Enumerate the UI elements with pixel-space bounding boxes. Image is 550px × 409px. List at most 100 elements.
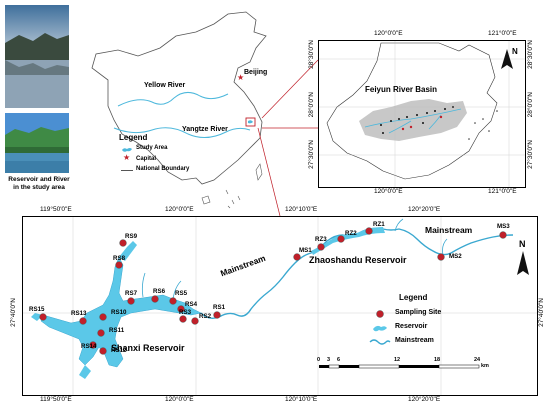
shanxi-label: Shanxi Reservoir (111, 343, 185, 353)
main-x-tick-3: 120°10'0"E (285, 206, 318, 213)
china-outline (91, 11, 267, 185)
basin-rivers (364, 108, 462, 134)
site-dot-rs2 (191, 317, 199, 325)
legend-reservoir: Reservoir (395, 323, 428, 330)
site-label-rs15: RS15 (29, 306, 45, 313)
basin-y-tick-3-right: 27°30'0"N (527, 140, 534, 169)
basin-y-tick-3: 27°30'0"N (308, 140, 315, 169)
main-map-frame: Shanxi Reservoir Zhaoshandu Reservoir Ma… (22, 216, 538, 396)
boundary-line-icon (121, 170, 133, 171)
site-label-ms2: MS2 (449, 253, 462, 260)
site-label-rz3: RZ3 (315, 236, 327, 243)
site-label-rs8: RS8 (113, 255, 126, 262)
main-x-tick-4: 120°20'0"E (408, 206, 441, 213)
yangtze-river (113, 127, 251, 138)
zhaoshandu-label: Zhaoshandu Reservoir (309, 255, 407, 265)
main-x-tick-3-bottom: 120°10'0"E (285, 396, 318, 403)
basin-y-tick-1: 28°30'0"N (308, 40, 315, 69)
photo-caption: Reservoir and River in the study area (0, 176, 78, 192)
site-dot-rs8 (115, 261, 123, 269)
basin-y-tick-2: 28°0'0"N (308, 92, 315, 118)
legend-boundary: National Boundary (136, 166, 190, 172)
site-dot-ms3 (499, 231, 507, 239)
scale-tick-6: 6 (337, 357, 341, 363)
site-label-rs1: RS1 (213, 304, 226, 311)
site-label-ms3: MS3 (497, 223, 510, 230)
legend-mainstream: Mainstream (395, 337, 434, 344)
mainstream-river (200, 227, 514, 320)
north-arrow-basin (501, 49, 513, 69)
site-dot-rs7 (127, 297, 135, 305)
scale-tick-18: 18 (434, 357, 441, 363)
mainstream-line-icon (369, 339, 391, 345)
basin-x-tick-1: 120°0'0"E (374, 30, 403, 37)
site-label-rs13: RS13 (71, 310, 87, 317)
north-arrow-main (517, 251, 529, 275)
south-china-sea-islands (225, 189, 241, 209)
site-dot-rz2 (337, 235, 345, 243)
site-label-rs2: RS2 (199, 313, 212, 320)
basin-y-tick-2-right: 28°0'0"N (527, 92, 534, 118)
yangtze-river-label: Yangtze River (182, 126, 228, 133)
basin-title: Feiyun River Basin (365, 85, 438, 94)
main-north-label: N (519, 239, 526, 249)
basin-north-label: N (512, 47, 518, 56)
main-y-tick-left: 27°40'0"N (10, 298, 17, 327)
site-dot-rs1 (213, 311, 221, 319)
main-x-tick-4-bottom: 120°20'0"E (408, 396, 441, 403)
study-area-icon (122, 148, 132, 152)
shanxi-branch-south (79, 365, 91, 379)
caption-line-2: in the study area (13, 184, 65, 191)
capital-star-icon: ★ (123, 153, 131, 162)
site-label-rs5: RS5 (175, 290, 188, 297)
site-dot-rs6 (151, 295, 159, 303)
mainstream-label-2: Mainstream (425, 225, 473, 235)
site-dot-rs9 (119, 239, 127, 247)
china-legend-title: Legend (119, 133, 148, 142)
study-area-patch (248, 120, 253, 124)
study-area-marker (245, 117, 256, 127)
site-label-ms1: MS1 (299, 247, 312, 254)
zhaoshandu-reservoir (311, 227, 385, 255)
site-dot-ms1 (293, 253, 301, 261)
basin-x-tick-1-bottom: 120°0'0"E (374, 188, 403, 195)
legend-sampling-site: Sampling Site (395, 309, 442, 316)
main-x-tick-1: 119°50'0"E (40, 206, 72, 213)
china-map: ★ (91, 11, 267, 209)
site-label-rs9: RS9 (125, 233, 138, 240)
yellow-river (117, 92, 229, 107)
main-x-tick-2-bottom: 120°0'0"E (165, 396, 194, 403)
site-dot-rs15 (39, 313, 47, 321)
star-icon: ★ (237, 73, 244, 82)
site-dot-icon (376, 310, 384, 318)
caption-line-1: Reservoir and River (8, 176, 70, 183)
site-dot-rz3 (317, 243, 325, 251)
site-dot-rs12 (99, 347, 107, 355)
main-x-tick-2: 120°0'0"E (165, 206, 194, 213)
site-label-rz1: RZ1 (373, 221, 385, 228)
site-label-rs3: RS3 (179, 309, 192, 316)
site-dot-ms2 (437, 253, 445, 261)
site-label-rs6: RS6 (153, 288, 166, 295)
site-dot-rs11 (97, 329, 105, 337)
scale-tick-3: 3 (327, 357, 331, 363)
site-dot-rs4 (177, 305, 185, 313)
hainan (201, 195, 211, 205)
main-legend-title: Legend (399, 293, 428, 302)
river-photo (5, 5, 69, 108)
site-dot-rs5 (169, 297, 177, 305)
basin-x-tick-2: 121°0'0"E (488, 30, 517, 37)
scale-unit: km (481, 363, 489, 369)
reservoir-photo (5, 113, 69, 173)
taiwan (255, 163, 263, 181)
main-x-tick-1-bottom: 119°50'0"E (40, 396, 72, 403)
scale-tick-12: 12 (394, 357, 401, 363)
site-label-rs7: RS7 (125, 290, 138, 297)
basin-map-frame: Feiyun River Basin N (318, 40, 526, 188)
scale-tick-0: 0 (317, 357, 321, 363)
site-label-rs4: RS4 (185, 301, 198, 308)
site-label-rs12: RS12 (111, 347, 127, 354)
site-dot-rs3 (179, 315, 187, 323)
shanxi-branch-north (119, 241, 137, 261)
main-y-tick-right: 27°40'0"N (538, 298, 545, 327)
